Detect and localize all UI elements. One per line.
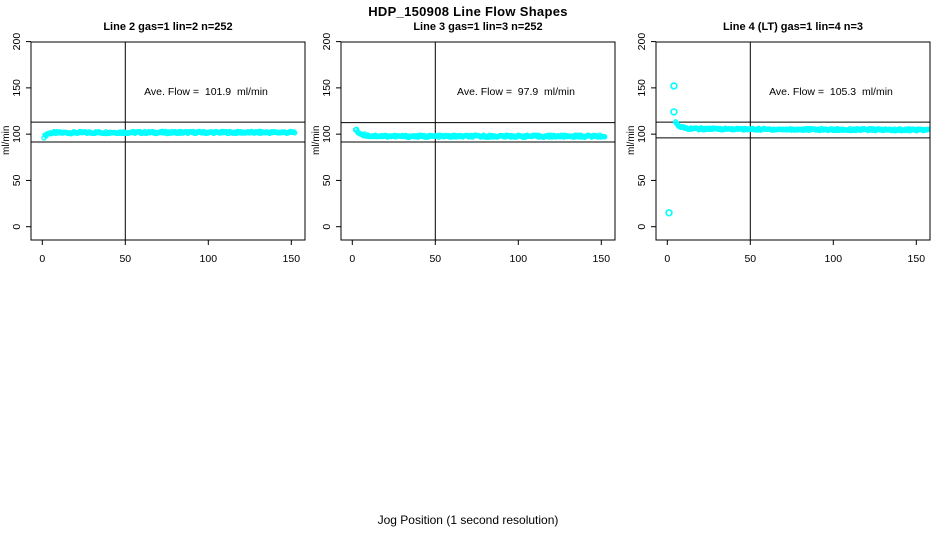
y-tick-label: 100 (321, 125, 333, 143)
x-tick-label: 0 (664, 253, 670, 265)
x-tick-label: 150 (908, 253, 926, 265)
y-tick-label: 50 (636, 174, 648, 186)
x-tick-label: 50 (744, 253, 756, 265)
y-tick-label: 0 (636, 224, 648, 230)
plot-box (340, 41, 616, 241)
y-tick-label: 100 (636, 125, 648, 143)
x-tick-label: 0 (39, 253, 45, 265)
panel-title: Line 4 (LT) gas=1 lin=4 n=3 (722, 21, 864, 33)
y-tick-label: 150 (636, 79, 648, 97)
y-tick-label: 0 (11, 224, 23, 230)
x-tick-label: 100 (200, 253, 218, 265)
y-tick-label: 50 (11, 174, 23, 186)
ave-flow-annotation: Ave. Flow = 105.3 ml/min (769, 86, 893, 98)
panel-line-4: Line 4 (LT) gas=1 lin=4 n=3 Ave. Flow = … (625, 0, 936, 280)
panel-title: Line 3 gas=1 lin=3 n=252 (413, 21, 543, 33)
y-axis-label: ml/min (1, 125, 12, 155)
x-axis-label: Jog Position (1 second resolution) (377, 513, 559, 527)
ave-flow-annotation: Ave. Flow = 101.9 ml/min (144, 86, 268, 98)
panel-line-3: Line 3 gas=1 lin=3 n=252 Ave. Flow = 97.… (310, 0, 622, 280)
x-tick-label: 100 (510, 253, 528, 265)
data-point (291, 130, 298, 136)
x-tick-label: 50 (119, 253, 131, 265)
x-tick-label: 150 (593, 253, 611, 265)
x-tick-label: 0 (349, 253, 355, 265)
y-tick-label: 150 (11, 79, 23, 97)
y-axis-label: ml/min (311, 125, 322, 155)
y-tick-label: 200 (636, 33, 648, 51)
outlier-data-point (670, 108, 678, 116)
y-tick-label: 0 (321, 224, 333, 230)
plot-box (655, 41, 931, 241)
x-tick-label: 50 (429, 253, 441, 265)
panel-title: Line 2 gas=1 lin=2 n=252 (103, 21, 233, 33)
x-tick-label: 100 (825, 253, 843, 265)
y-tick-label: 50 (321, 174, 333, 186)
panel-line-2: Line 2 gas=1 lin=2 n=252 Ave. Flow = 101… (0, 0, 312, 280)
outlier-data-point (665, 209, 673, 217)
outlier-data-point (670, 82, 678, 90)
main-title: HDP_150908 Line Flow Shapes (368, 4, 568, 19)
x-tick-label: 150 (283, 253, 301, 265)
plot-box (30, 41, 306, 241)
y-tick-label: 200 (11, 33, 23, 51)
ave-flow-annotation: Ave. Flow = 97.9 ml/min (457, 86, 575, 98)
y-tick-label: 200 (321, 33, 333, 51)
y-tick-label: 100 (11, 125, 23, 143)
y-tick-label: 150 (321, 79, 333, 97)
data-point (601, 134, 608, 140)
y-axis-label: ml/min (626, 125, 637, 155)
